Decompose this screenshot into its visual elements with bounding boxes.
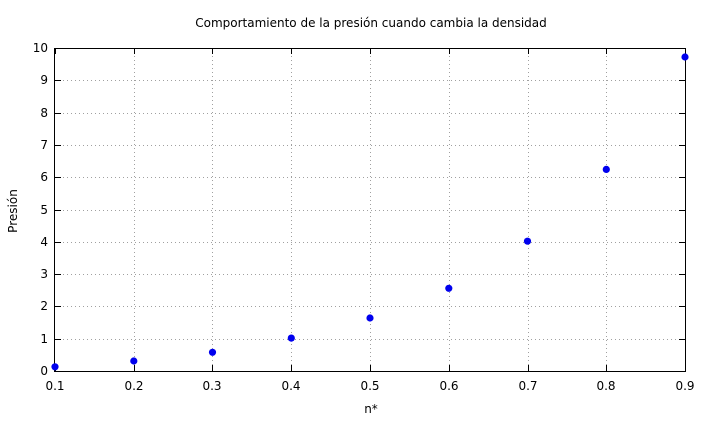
x-tick-label: 0.9 (675, 379, 694, 393)
x-tick-label: 0.7 (518, 379, 537, 393)
x-tick-label: 0.8 (596, 379, 615, 393)
x-tick-label: 0.1 (45, 379, 64, 393)
x-tick-label: 0.3 (202, 379, 221, 393)
y-tick-label: 0 (40, 364, 48, 378)
x-tick-label: 0.2 (124, 379, 143, 393)
y-tick-label: 5 (40, 203, 48, 217)
data-point (130, 357, 138, 365)
data-points (51, 53, 689, 371)
data-point (366, 314, 374, 322)
y-tick-label: 7 (40, 138, 48, 152)
y-tick-label: 6 (40, 170, 48, 184)
data-point (287, 334, 295, 342)
data-point (445, 284, 453, 292)
x-tick-label: 0.5 (360, 379, 379, 393)
data-point (208, 348, 217, 356)
data-point (602, 165, 610, 173)
data-point (681, 53, 689, 61)
x-tick-label: 0.6 (439, 379, 458, 393)
y-axis-label: Presión (6, 189, 20, 233)
y-tick-labels: 0 1 2 3 4 5 6 7 8 9 10 (33, 41, 48, 378)
grid (55, 48, 685, 371)
y-tick-label: 4 (40, 235, 48, 249)
chart-title: Comportamiento de la presión cuando camb… (195, 16, 547, 30)
x-axis-label: n* (364, 402, 378, 416)
y-tick-label: 2 (40, 299, 48, 313)
x-tick-labels: 0.1 0.2 0.3 0.4 0.5 0.6 0.7 0.8 0.9 (45, 379, 694, 393)
ticks (55, 48, 686, 372)
y-tick-label: 1 (40, 332, 48, 346)
data-point (51, 363, 59, 371)
y-tick-label: 8 (40, 106, 48, 120)
y-tick-label: 10 (33, 41, 48, 55)
y-tick-label: 9 (40, 73, 48, 87)
data-point (523, 237, 532, 245)
y-tick-label: 3 (40, 267, 48, 281)
x-tick-label: 0.4 (281, 379, 300, 393)
